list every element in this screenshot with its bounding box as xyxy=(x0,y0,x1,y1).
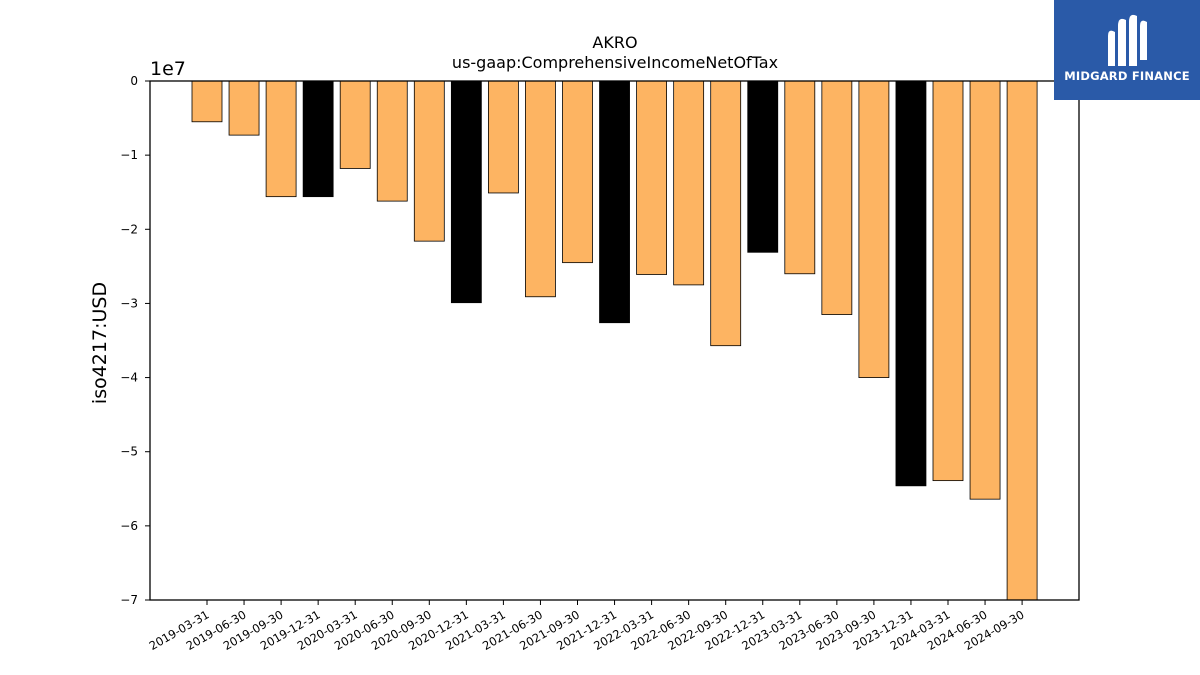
bar-2020-09-30 xyxy=(413,80,445,242)
y-axis: 0 −1 −2 −3 −4 −5 −6 −7 xyxy=(120,74,150,607)
y-tick-label: −1 xyxy=(120,148,138,162)
midgard-logo-icon xyxy=(1108,14,1147,67)
bar-2021-03-31 xyxy=(487,80,519,194)
bars-group xyxy=(191,80,1038,601)
bar-2024-06-30 xyxy=(969,80,1001,500)
bar-2022-06-30 xyxy=(673,80,705,286)
bar-2023-09-30 xyxy=(858,80,890,378)
y-tick-label: −4 xyxy=(120,371,138,385)
bar-2020-12-31 xyxy=(450,80,482,304)
chart-title: AKRO xyxy=(592,33,637,52)
y-tick-label: −6 xyxy=(120,519,138,533)
y-axis-multiplier: 1e7 xyxy=(150,58,186,80)
bar-2021-06-30 xyxy=(525,80,556,298)
bar-2019-06-30 xyxy=(228,80,260,136)
bar-2023-03-31 xyxy=(784,80,816,275)
bar-2019-12-31 xyxy=(302,80,334,198)
y-tick-label: −7 xyxy=(120,593,138,607)
bar-2023-12-31 xyxy=(895,80,927,487)
y-axis-label: iso4217:USD xyxy=(89,282,111,404)
bar-2022-03-31 xyxy=(636,80,667,275)
bar-2020-03-31 xyxy=(339,80,371,169)
bar-2019-03-31 xyxy=(191,80,223,123)
plot-frame xyxy=(149,80,1080,601)
y-tick-label: 0 xyxy=(130,74,138,88)
bar-2021-12-31 xyxy=(599,80,630,324)
bar-2024-03-31 xyxy=(932,80,964,482)
bar-2020-06-30 xyxy=(376,80,408,202)
bar-2021-09-30 xyxy=(562,80,593,264)
logo-text: MIDGARD FINANCE xyxy=(1064,69,1190,83)
bar-2022-09-30 xyxy=(710,80,742,347)
midgard-finance-logo: MIDGARD FINANCE xyxy=(1054,0,1200,100)
x-axis: 2019-03-312019-06-302019-09-302019-12-31… xyxy=(147,600,1027,653)
y-tick-label: −3 xyxy=(120,296,138,310)
chart-subtitle: us-gaap:ComprehensiveIncomeNetOfTax xyxy=(452,53,778,72)
bar-2023-06-30 xyxy=(821,80,853,315)
y-tick-label: −2 xyxy=(120,222,138,236)
y-tick-label: −5 xyxy=(120,445,138,459)
bar-2019-09-30 xyxy=(265,80,297,198)
bar-2022-12-31 xyxy=(747,80,779,253)
bar-2024-09-30 xyxy=(1006,80,1038,601)
